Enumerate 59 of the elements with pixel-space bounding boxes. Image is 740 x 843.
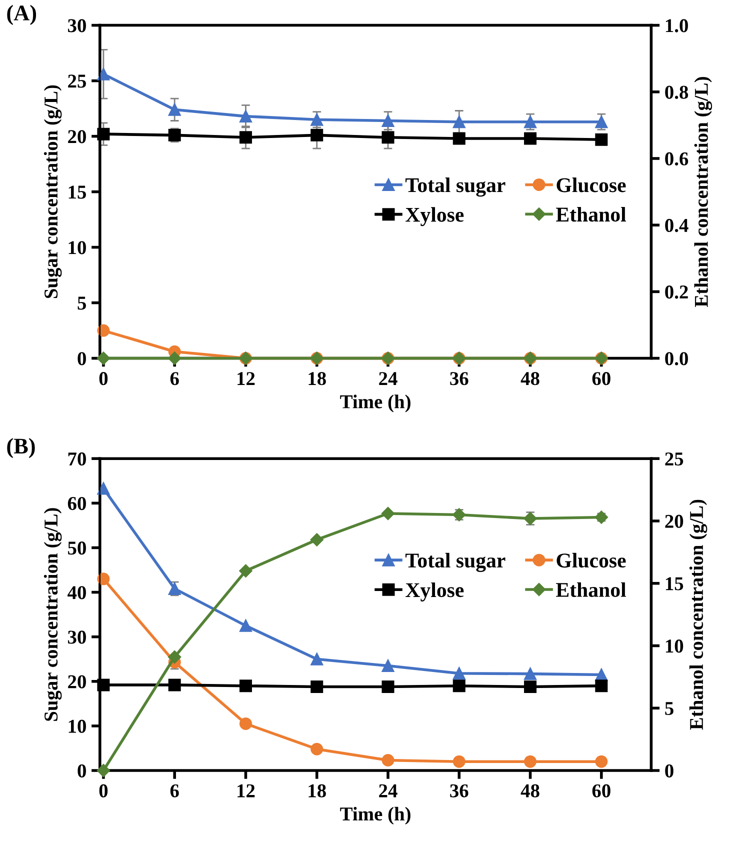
y-tick-label: 20: [68, 130, 86, 144]
x-tick-label: 48: [520, 784, 540, 798]
x-tick-label: 12: [238, 372, 255, 385]
x-tick-label: 60: [592, 372, 610, 386]
y-tick-label: 30: [68, 630, 86, 644]
x-axis-title: Time (h): [340, 394, 410, 412]
legend-label: Glucose: [556, 178, 626, 192]
y-axis-title: Sugar concentration (g/L): [44, 508, 62, 721]
legend-label: Total sugar: [405, 552, 506, 572]
y-tick-label: 50: [68, 542, 86, 555]
y-tick-label: 60: [68, 496, 86, 510]
x-tick-label: 18: [308, 372, 326, 386]
y2-axis-title: Ethanol concentration (g/L): [694, 77, 712, 308]
y2-axis-title: Ethanol concentration (g/L): [689, 500, 708, 730]
y-tick-label: 20: [68, 675, 86, 688]
x-tick-label: 24: [379, 372, 398, 385]
x-tick-label: 18: [308, 784, 326, 798]
y-tick-label: 30: [68, 19, 86, 32]
legend-label: Glucose: [556, 552, 626, 568]
x-tick-label: 0: [99, 784, 108, 798]
y2-tick-label: 20: [665, 514, 684, 528]
y2-tick-label: 25: [665, 452, 684, 466]
x-tick-label: 24: [379, 784, 398, 798]
x-tick-label: 0: [99, 372, 108, 386]
y2-tick-label: 10: [666, 640, 684, 653]
y-tick-label: 25: [68, 74, 86, 88]
y2-tick-label: 0.0: [665, 352, 688, 366]
y2-tick-label: 0.8: [665, 86, 688, 99]
y2-tick-label: 0: [665, 764, 674, 778]
y2-tick-label: 1.0: [666, 19, 688, 32]
y-tick-label: 15: [68, 186, 86, 199]
x-tick-label: 6: [170, 784, 179, 798]
legend-label: Xylose: [406, 207, 464, 226]
x-tick-label: 48: [520, 372, 540, 386]
legend-label: Ethanol: [556, 206, 626, 222]
legend-label: Xylose: [406, 582, 464, 602]
x-tick-label: 36: [450, 784, 468, 798]
y2-tick-label: 0.4: [665, 218, 688, 232]
y-tick-label: 10: [68, 241, 86, 254]
legend-label: Total sugar: [405, 178, 506, 197]
y-axis-title: Sugar concentration (g/L): [44, 85, 62, 298]
y-tick-label: 10: [68, 720, 86, 733]
y2-tick-label: 15: [666, 577, 684, 590]
x-tick-label: 12: [238, 784, 255, 798]
y2-tick-label: 5: [665, 702, 674, 716]
y-tick-label: 5: [78, 296, 86, 310]
y-tick-label: 70: [68, 452, 86, 466]
chart-title: (B): [7, 438, 35, 458]
x-tick-label: 36: [450, 372, 468, 386]
x-tick-label: 6: [170, 372, 179, 386]
legend-label: Ethanol: [556, 582, 626, 598]
x-axis-title: Time (h): [340, 806, 410, 825]
x-tick-label: 60: [592, 784, 610, 798]
y-tick-label: 40: [68, 586, 86, 600]
y2-tick-label: 0.6: [665, 152, 688, 166]
y-tick-label: 0: [78, 764, 86, 778]
chart-title: (A): [7, 4, 36, 26]
y2-tick-label: 0.2: [665, 285, 688, 299]
y-tick-label: 0: [78, 352, 86, 366]
